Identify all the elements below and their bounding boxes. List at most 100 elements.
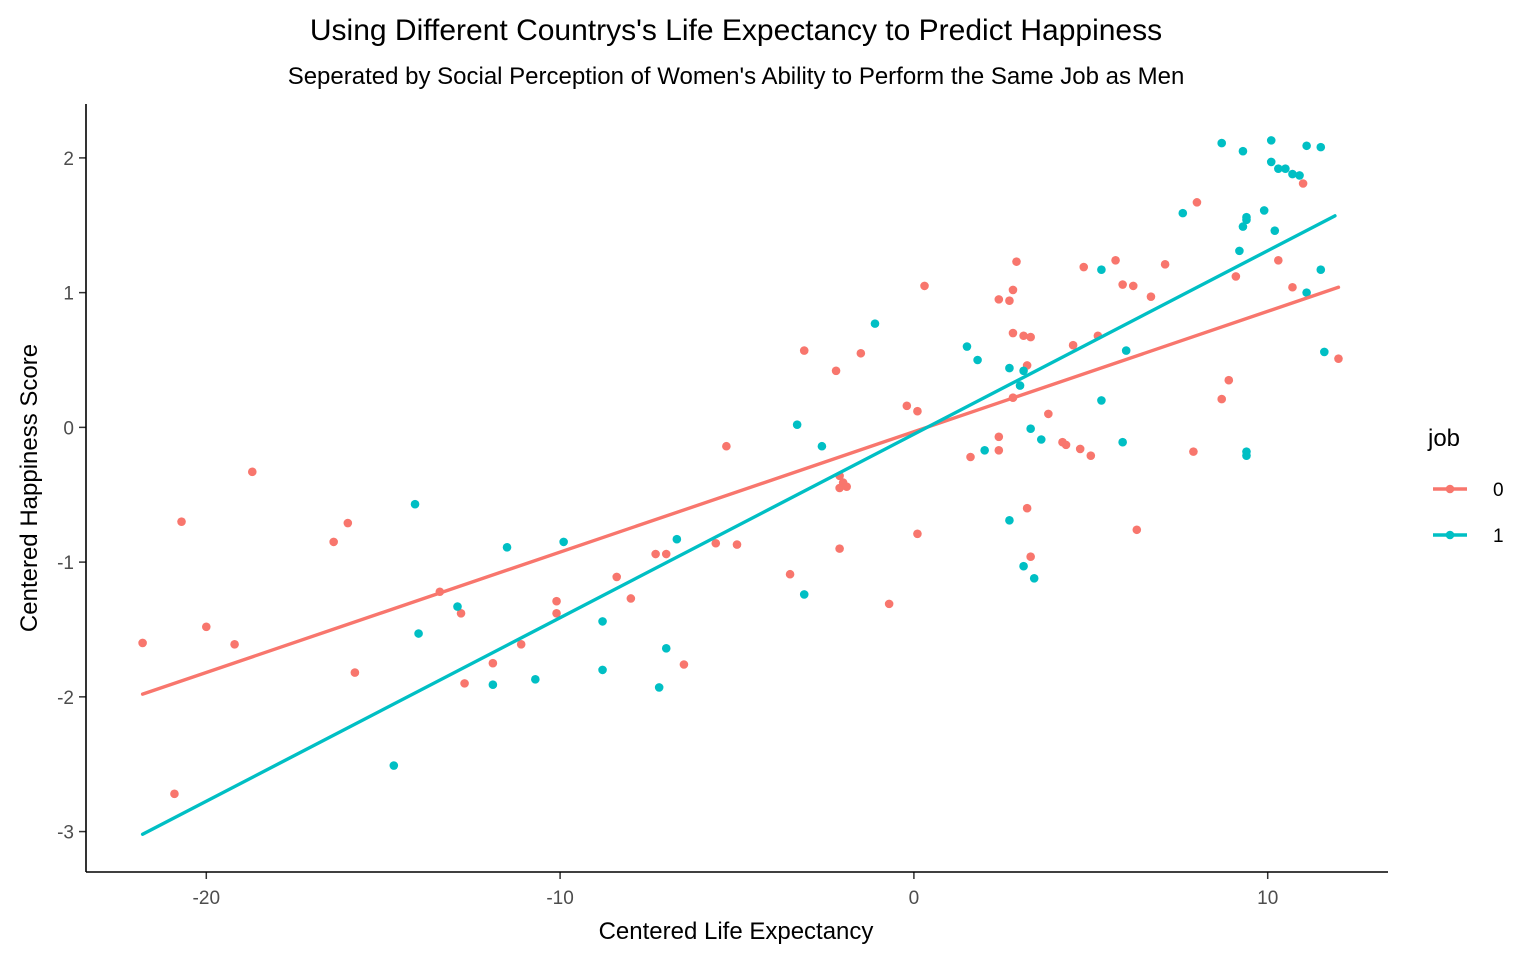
data-point: [1132, 525, 1142, 535]
y-axis-ticks: -3 -2 -1 0 1 2: [57, 149, 86, 844]
data-point: [962, 342, 972, 351]
data-point: [994, 432, 1004, 442]
data-point: [913, 406, 922, 416]
data-point: [1118, 437, 1127, 447]
fit-line-1: [140, 214, 1337, 836]
data-point: [1086, 451, 1096, 460]
data-point: [453, 602, 462, 611]
data-point: [1005, 516, 1014, 525]
data-point: [732, 540, 742, 549]
series-0: [138, 179, 1343, 799]
data-point: [1235, 246, 1244, 256]
data-point: [722, 441, 731, 451]
data-point: [1334, 354, 1343, 363]
legend-item-1: 1: [1433, 526, 1504, 547]
data-point: [350, 668, 360, 677]
data-point: [1121, 346, 1131, 355]
data-point: [1097, 265, 1106, 275]
data-point: [1044, 409, 1053, 419]
data-point: [711, 538, 721, 548]
data-point: [661, 644, 671, 653]
data-point: [1015, 381, 1025, 390]
data-point: [598, 617, 607, 626]
x-axis-title: Centered Life Expectancy: [599, 918, 874, 945]
data-point: [1019, 331, 1028, 341]
data-point: [1022, 503, 1032, 513]
legend-label: 1: [1493, 526, 1504, 547]
y-tick-label: -2: [57, 688, 74, 709]
data-point: [460, 679, 469, 688]
data-point: [1079, 262, 1089, 272]
data-point: [612, 572, 622, 582]
data-point: [1036, 435, 1046, 444]
data-point: [410, 499, 420, 509]
data-point: [201, 622, 211, 632]
data-point: [1005, 363, 1014, 373]
x-tick-label: 10: [1257, 888, 1278, 909]
data-point: [329, 537, 338, 547]
chart-title: Using Different Countrys's Life Expectan…: [310, 14, 1162, 47]
y-tick-label: 1: [63, 284, 74, 305]
data-point: [488, 658, 498, 668]
data-point: [1238, 222, 1248, 231]
data-point: [502, 542, 512, 552]
x-tick-label: -20: [193, 888, 220, 909]
data-point: [1266, 157, 1276, 167]
y-tick-label: -3: [57, 823, 74, 844]
plot-area: [138, 136, 1343, 836]
data-point: [1274, 164, 1283, 173]
data-point: [651, 549, 660, 559]
data-point: [1128, 281, 1138, 291]
data-point: [1316, 142, 1326, 152]
data-point: [170, 789, 179, 799]
data-point: [672, 534, 682, 544]
data-point: [831, 366, 841, 376]
data-point: [785, 569, 795, 579]
data-point: [230, 639, 239, 649]
data-point: [1298, 179, 1308, 188]
data-point: [1160, 260, 1170, 269]
legend-entries: 01: [1433, 480, 1504, 547]
data-point: [1274, 255, 1283, 265]
data-point: [1178, 208, 1188, 218]
data-point: [1019, 366, 1028, 376]
data-point: [1118, 280, 1127, 289]
data-point: [343, 518, 353, 528]
data-point: [661, 549, 671, 559]
y-tick-label: 2: [63, 149, 74, 170]
data-point: [1005, 296, 1014, 306]
y-tick-label: -1: [57, 553, 74, 574]
data-point: [884, 599, 894, 609]
legend: job 01: [1427, 425, 1504, 547]
data-point: [1097, 396, 1106, 405]
legend-key-point: [1445, 530, 1455, 540]
legend-title: job: [1427, 425, 1460, 452]
data-point: [1288, 169, 1297, 179]
data-point: [1288, 282, 1297, 292]
legend-label: 0: [1493, 480, 1504, 501]
data-point: [654, 683, 664, 692]
data-point: [913, 529, 922, 539]
data-point: [1242, 451, 1251, 460]
data-point: [456, 609, 466, 618]
data-point: [1029, 573, 1039, 583]
fit-line-0: [140, 285, 1341, 696]
data-point: [817, 441, 827, 451]
data-point: [1295, 171, 1304, 180]
data-point: [980, 445, 989, 455]
data-point: [799, 346, 809, 355]
data-point: [856, 348, 866, 358]
data-point: [792, 420, 802, 429]
data-point: [842, 482, 851, 491]
data-point: [1302, 288, 1311, 297]
data-point: [835, 544, 844, 553]
data-point: [679, 660, 689, 669]
legend-key-point: [1445, 484, 1455, 494]
data-point: [1302, 141, 1311, 151]
data-point: [1217, 394, 1227, 404]
data-point: [799, 590, 809, 599]
data-point: [1019, 561, 1028, 571]
data-point: [1008, 285, 1018, 295]
data-point: [1075, 444, 1085, 454]
